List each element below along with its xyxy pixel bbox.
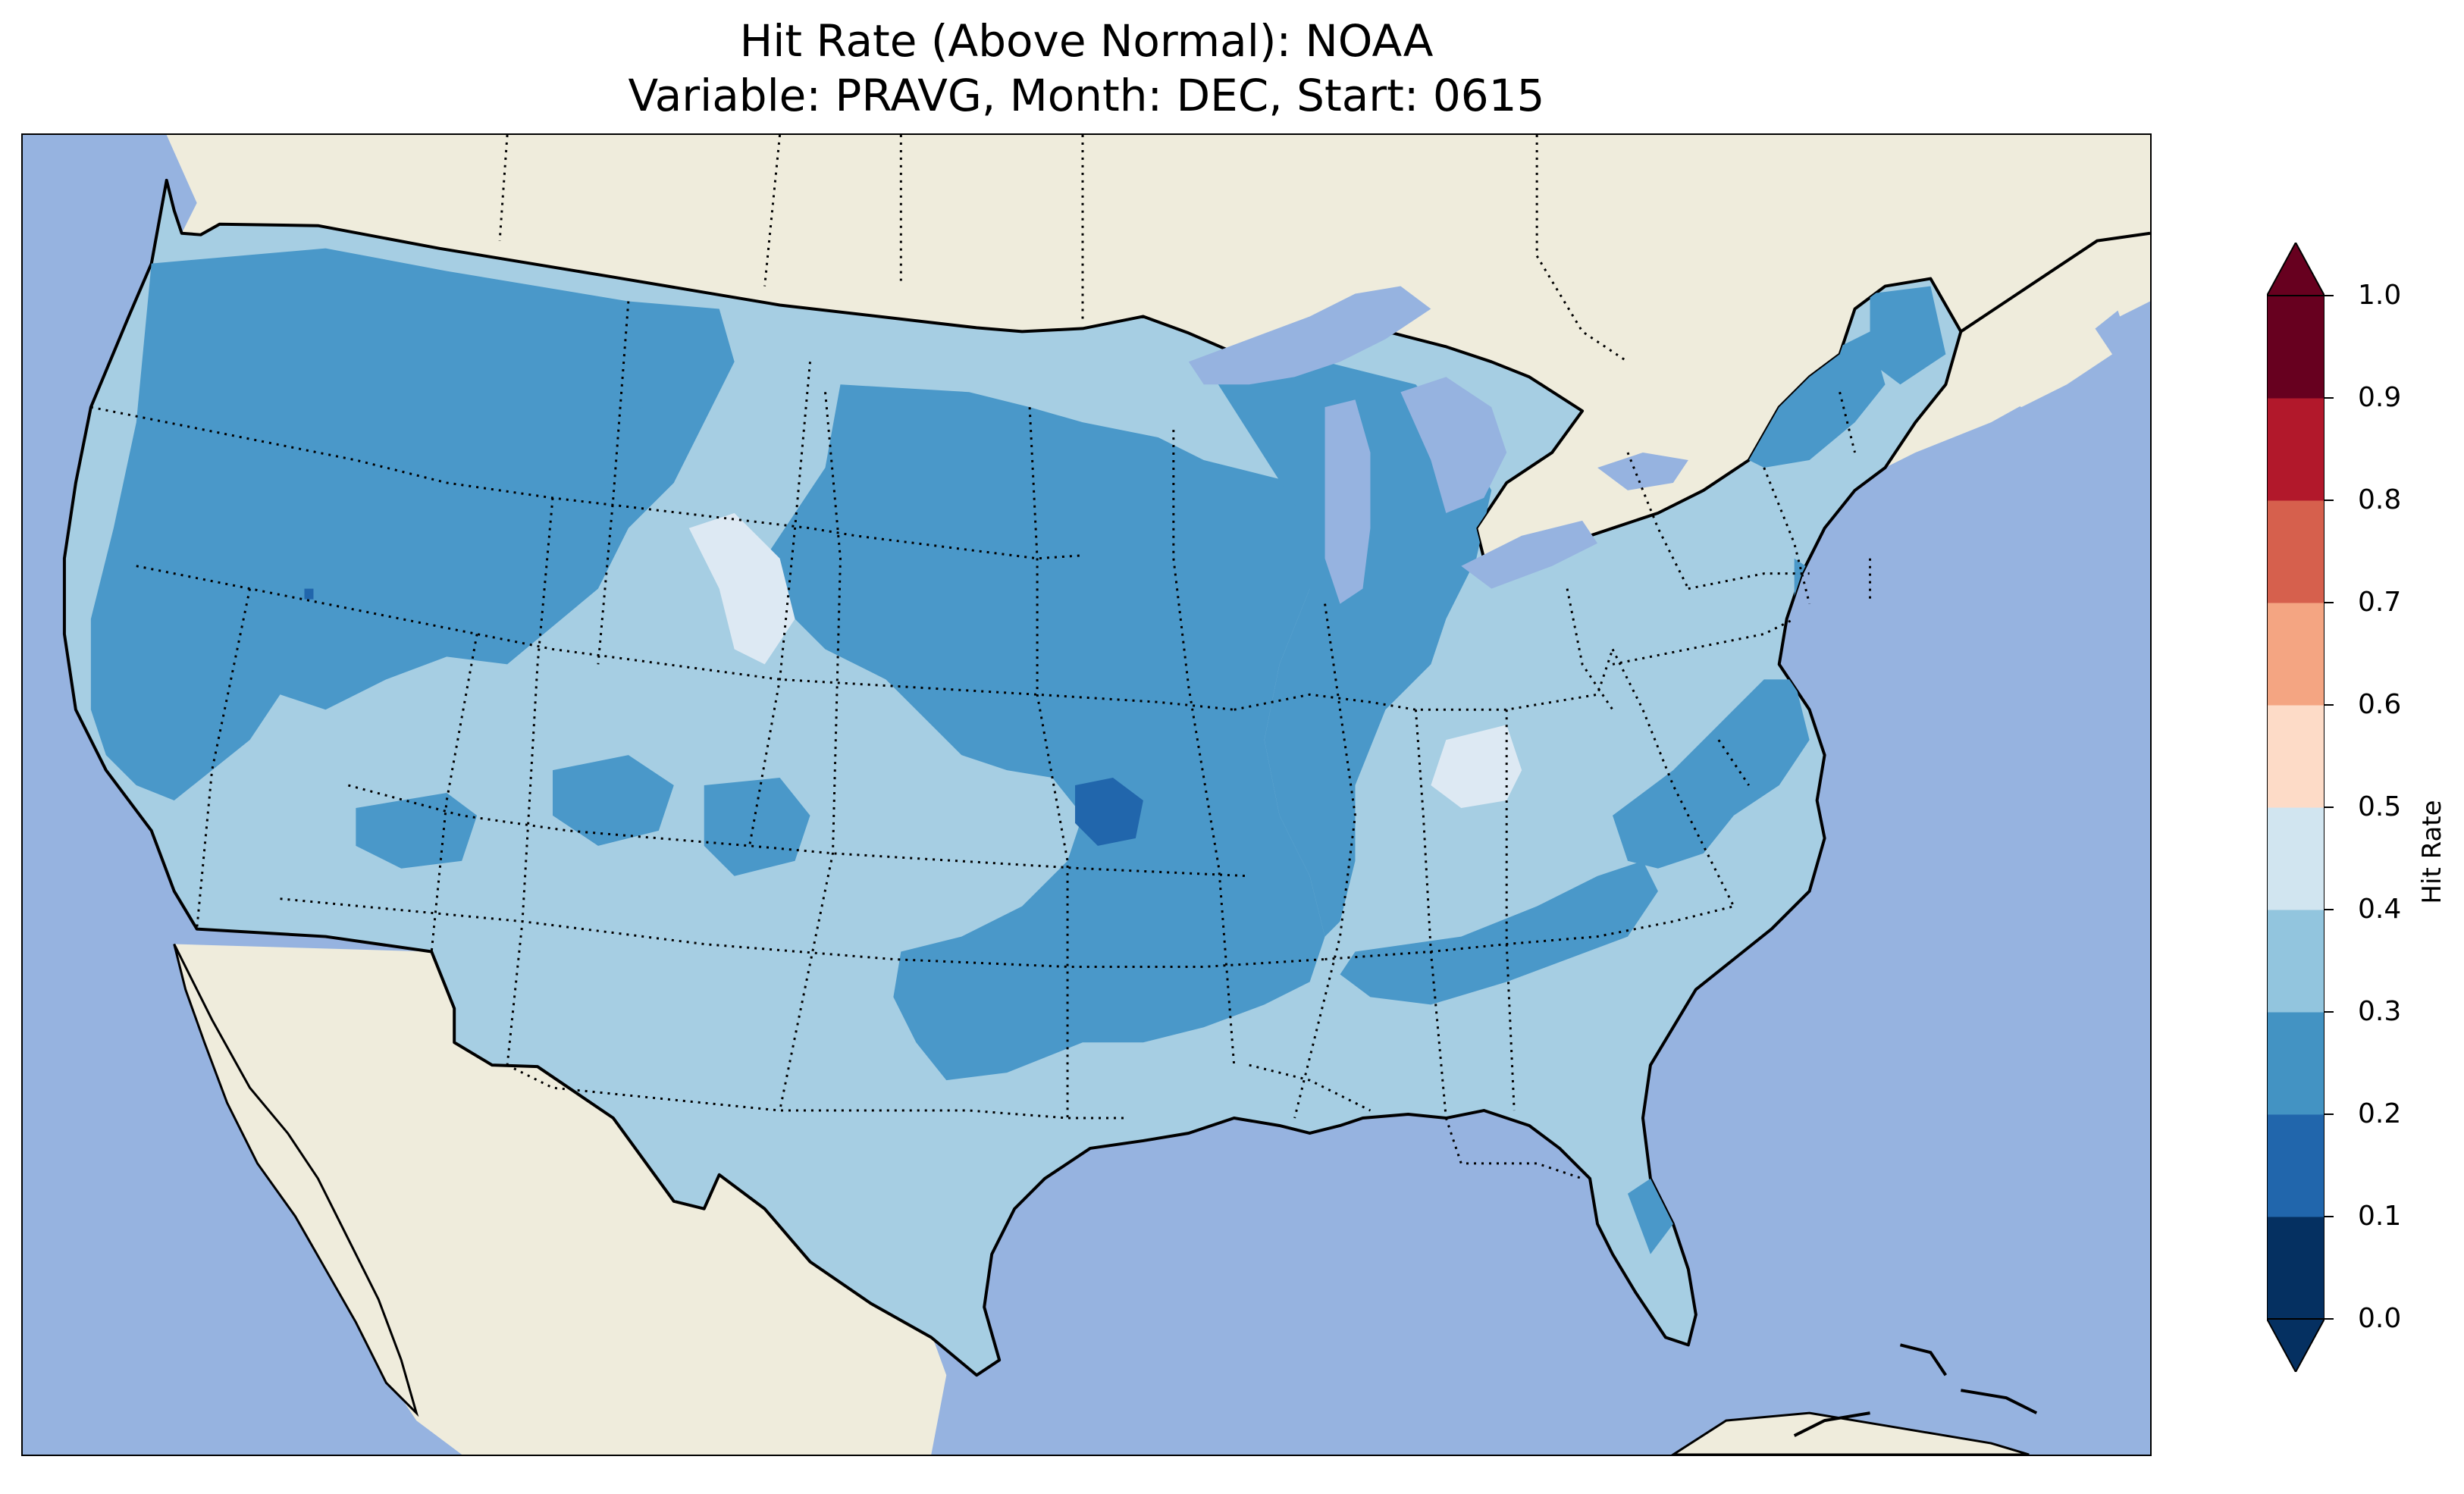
- colorbar-extend-max: [2267, 243, 2324, 296]
- colorbar-tick-label: 0.7: [2358, 587, 2402, 618]
- field-patch: [553, 755, 674, 846]
- colorbar-segment: [2267, 603, 2324, 706]
- colorbar-tick-mark: [2324, 807, 2334, 808]
- colorbar-label: Hit Rate: [2417, 800, 2447, 904]
- field-patch: [764, 384, 1340, 1081]
- field-patch: [688, 512, 795, 665]
- colorbar-segment: [2267, 1012, 2324, 1115]
- colorbar-tick-label: 0.6: [2358, 689, 2402, 720]
- lake-superior: [1188, 286, 1431, 385]
- colorbar-tick-mark: [2324, 1318, 2334, 1320]
- field-patch: [1203, 362, 1492, 937]
- colorbar-segment: [2267, 1217, 2324, 1320]
- colorbar-tick-mark: [2324, 397, 2334, 399]
- colorbar-tick-label: 0.1: [2358, 1201, 2402, 1232]
- chart-title: Hit Rate (Above Normal): NOAA Variable: …: [21, 14, 2152, 123]
- colorbar-segment: [2267, 1114, 2324, 1217]
- field-patch: [597, 407, 674, 498]
- colorbar-segment: [2267, 910, 2324, 1013]
- colorbar-tick-label: 0.0: [2358, 1303, 2402, 1334]
- colorbar-tick-mark: [2324, 295, 2334, 296]
- colorbar-tick-label: 0.9: [2358, 382, 2402, 413]
- baja-california-land: [173, 943, 419, 1417]
- coastlines: [1793, 231, 2150, 1437]
- lake-huron: [1400, 377, 1507, 513]
- field-patch: [1870, 286, 1946, 385]
- lake-michigan: [1324, 399, 1371, 604]
- us-hit-rate-map: [23, 135, 2150, 1455]
- field-patch: [356, 793, 478, 869]
- colorbar-tick-mark: [2324, 1011, 2334, 1013]
- field-patch: [1431, 725, 1522, 808]
- field-patch-0.1-0.2: [304, 588, 314, 600]
- colorbar-frame: [2267, 295, 2324, 1320]
- colorbar-tick-label: 0.4: [2358, 894, 2402, 925]
- colorbar-tick-mark: [2324, 1216, 2334, 1217]
- colorbar-tick-label: 0.8: [2358, 484, 2402, 515]
- colorbar-segment: [2267, 500, 2324, 603]
- colorbar-tick-label: 1.0: [2358, 280, 2402, 311]
- field-patch: [1613, 679, 1810, 869]
- colorbar-tick-label: 0.5: [2358, 791, 2402, 822]
- colorbar-tick-mark: [2324, 704, 2334, 706]
- colorbar-segment: [2267, 705, 2324, 808]
- field-patch-0.1-0.2: [1075, 778, 1143, 846]
- colorbar: [2267, 243, 2324, 1372]
- colorbar-extend-min: [2267, 1318, 2324, 1372]
- colorbar-tick-mark: [2324, 1113, 2334, 1115]
- field-patch: [704, 778, 810, 876]
- field-patch: [90, 248, 735, 800]
- field-patch: [1733, 331, 1886, 468]
- colorbar-tick-mark: [2324, 500, 2334, 501]
- lake-ontario: [1597, 453, 1688, 490]
- colorbar-tick-label: 0.2: [2358, 1098, 2402, 1129]
- colorbar-segment: [2267, 398, 2324, 501]
- great-lakes: [1188, 286, 1688, 604]
- colorbar-segment: [2267, 296, 2324, 399]
- lake-erie: [1461, 520, 1598, 589]
- cuba-land: [1671, 1411, 2030, 1455]
- colorbar-tick-mark: [2324, 602, 2334, 603]
- colorbar-tick-mark: [2324, 909, 2334, 910]
- newfoundland-land: [2097, 225, 2150, 317]
- map-panel: [21, 133, 2152, 1456]
- colorbar-segment: [2267, 807, 2324, 910]
- colorbar-tick-label: 0.3: [2358, 996, 2402, 1027]
- field-patch: [1627, 1178, 1673, 1254]
- title-line-1: Hit Rate (Above Normal): NOAA: [739, 15, 1434, 67]
- title-line-2: Variable: PRAVG, Month: DEC, Start: 0615: [628, 70, 1545, 121]
- state-borders: [90, 135, 1872, 1180]
- maritimes-land: [1976, 309, 2113, 408]
- field-patch: [1340, 860, 1658, 1005]
